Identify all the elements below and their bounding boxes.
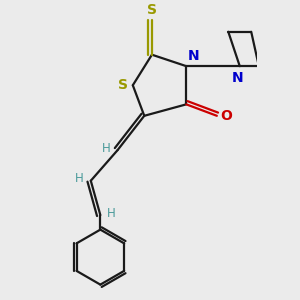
Text: N: N <box>232 71 244 85</box>
Text: N: N <box>188 49 200 63</box>
Text: H: H <box>107 207 116 220</box>
Text: H: H <box>102 142 111 155</box>
Text: H: H <box>75 172 84 185</box>
Text: S: S <box>147 3 157 17</box>
Text: O: O <box>220 109 232 123</box>
Text: S: S <box>118 78 128 92</box>
